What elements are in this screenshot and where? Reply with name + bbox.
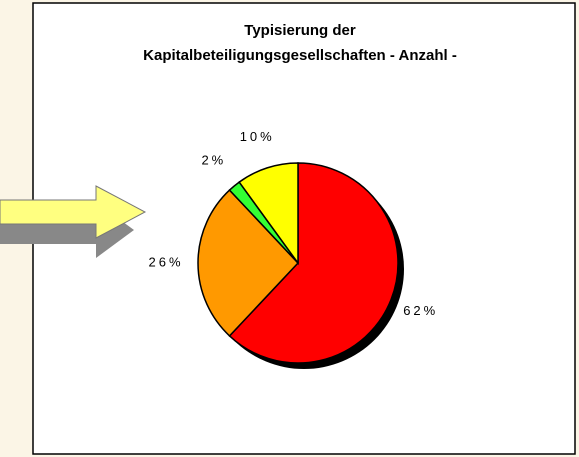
data-label: 26% <box>148 254 183 269</box>
arrow-body <box>0 185 147 239</box>
pie-slice <box>238 162 299 266</box>
data-label: 62% <box>403 303 438 318</box>
chart-title: Typisierung der <box>244 22 356 39</box>
pie-slice <box>228 162 399 364</box>
pie-slice <box>197 189 300 337</box>
data-label: 2% <box>201 153 226 168</box>
data-label: 10% <box>240 129 275 144</box>
arrow <box>0 185 147 258</box>
chart-title: Kapitalbeteiligungsgesellschaften - Anza… <box>143 47 457 64</box>
